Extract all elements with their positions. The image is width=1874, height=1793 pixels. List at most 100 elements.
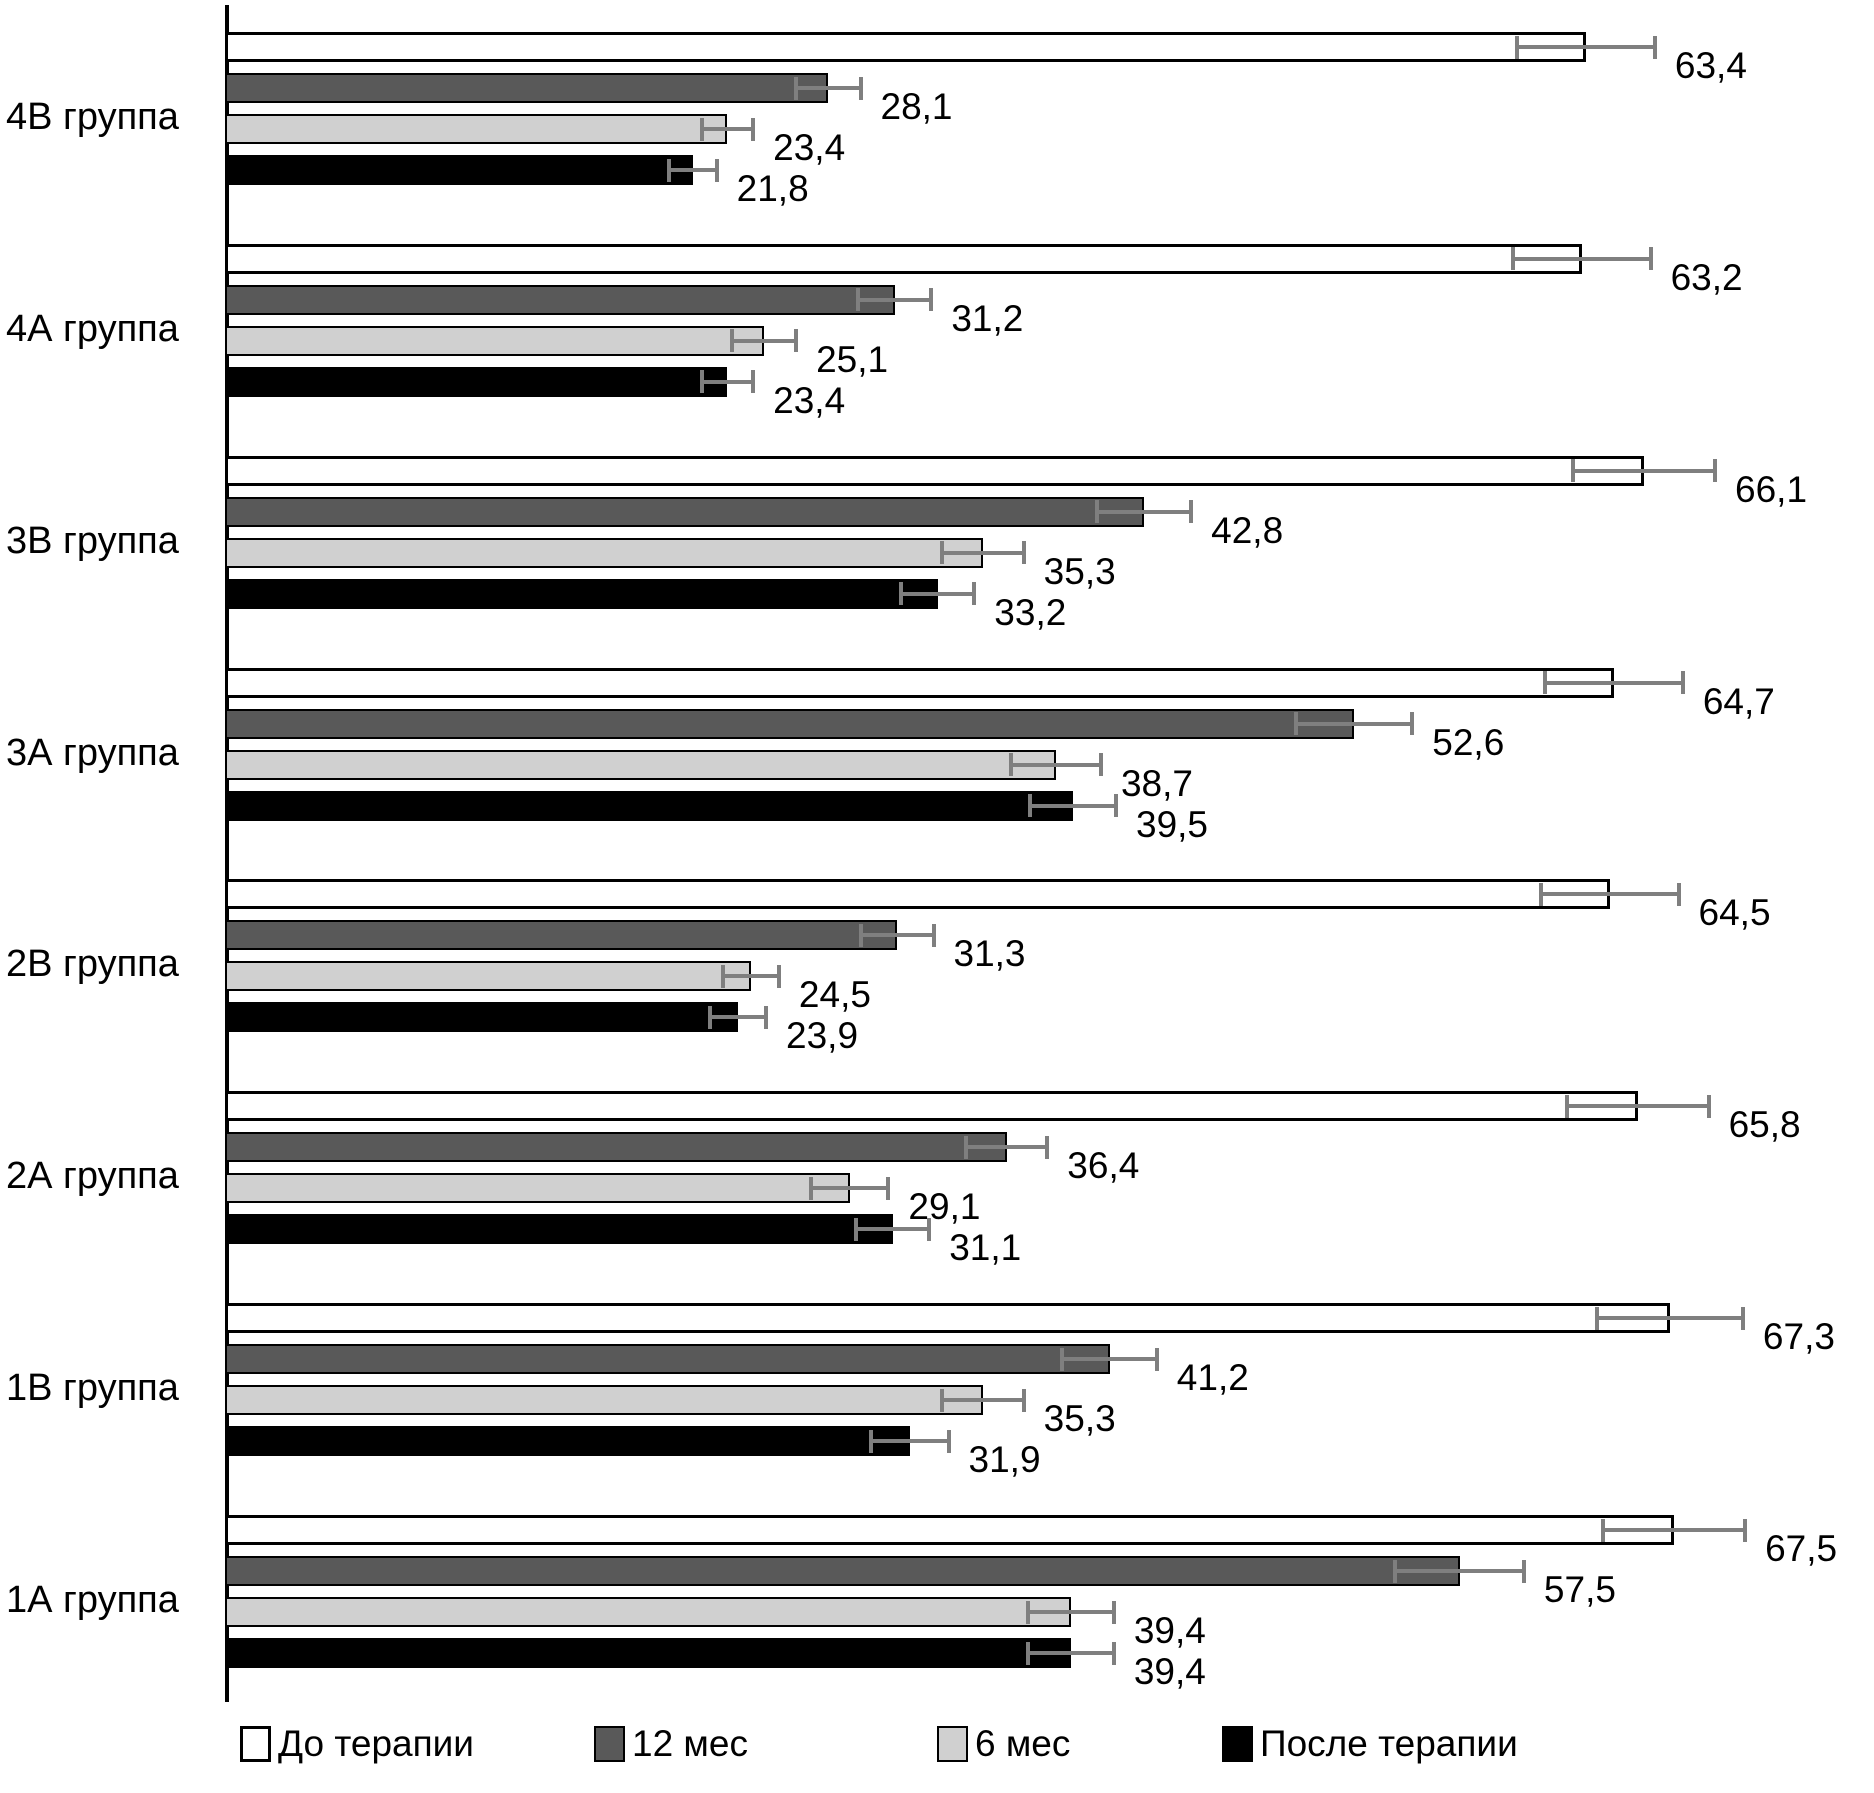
legend: До терапии 12 мес 6 мес После терапии: [0, 1722, 1874, 1782]
error-bar-line: [1027, 1610, 1114, 1615]
error-bar-cap-left: [1028, 794, 1033, 818]
error-bar-line: [1545, 680, 1683, 685]
value-label: 33,2: [994, 591, 1067, 633]
error-bar-cap-right: [1713, 459, 1718, 483]
error-bar-cap-right: [1111, 1641, 1116, 1665]
value-label: 63,2: [1670, 256, 1743, 298]
error-bar-cap-right: [764, 1005, 769, 1029]
bar: [225, 366, 728, 397]
error-bar-cap-left: [858, 923, 863, 947]
error-bar-line: [731, 338, 797, 343]
bar: [225, 73, 829, 103]
value-label: 28,1: [880, 86, 953, 127]
value-label: 25,1: [816, 338, 889, 380]
legend-swatch-posle-terapii: [1222, 1726, 1253, 1762]
error-bar-cap-right: [1521, 1559, 1526, 1583]
value-label: 39,5: [1136, 803, 1209, 845]
legend-label: 12 мес: [632, 1723, 748, 1764]
error-bar-cap-left: [854, 1217, 859, 1241]
error-bar-cap-right: [714, 158, 719, 182]
value-label: 35,3: [1043, 1398, 1116, 1440]
error-bar-cap-right: [886, 1176, 891, 1200]
bar: [225, 537, 983, 568]
legend-swatch-6-mes: [937, 1726, 968, 1762]
error-bar-cap-right: [1045, 1135, 1050, 1159]
bar: [225, 1002, 739, 1033]
value-label: 39,4: [1133, 1651, 1206, 1693]
error-bar-cap-left: [1515, 35, 1520, 59]
value-label: 31,3: [953, 933, 1026, 975]
category-label: 1В группа: [6, 1367, 179, 1410]
legend-item-6-mes: 6 мес: [937, 1722, 1070, 1766]
value-label: 64,7: [1702, 680, 1775, 722]
error-bar-cap-right: [1743, 1518, 1748, 1542]
error-bar-line: [1010, 762, 1101, 767]
value-label: 57,5: [1543, 1569, 1616, 1611]
error-bar-line: [723, 974, 779, 979]
category-label: 1А группа: [6, 1579, 179, 1622]
error-bar-line: [1296, 721, 1413, 726]
value-label: 42,8: [1211, 509, 1284, 551]
value-label: 31,2: [951, 297, 1024, 339]
bar: [225, 496, 1144, 527]
bar: [225, 114, 728, 144]
value-label: 23,9: [786, 1015, 859, 1057]
error-bar-line: [1030, 803, 1116, 808]
error-bar-cap-left: [721, 964, 726, 988]
value-label: 63,4: [1674, 45, 1747, 86]
value-label: 52,6: [1432, 721, 1505, 763]
error-bar-cap-left: [940, 1388, 945, 1412]
error-bar-line: [1027, 1651, 1114, 1656]
error-bar-cap-left: [856, 288, 861, 312]
error-bar-line: [1395, 1569, 1524, 1574]
error-bar-line: [1062, 1357, 1157, 1362]
value-label: 21,8: [736, 168, 809, 209]
error-bar-cap-left: [1511, 247, 1516, 271]
y-axis-line: [225, 5, 229, 1702]
error-bar-cap-right: [972, 582, 977, 606]
error-bar-cap-right: [1021, 1388, 1026, 1412]
bar: [225, 1515, 1675, 1546]
error-bar-cap-right: [776, 964, 781, 988]
error-bar-line: [965, 1145, 1048, 1150]
error-bar-cap-left: [1008, 753, 1013, 777]
error-bar-cap-right: [858, 76, 863, 100]
error-bar-cap-left: [794, 76, 799, 100]
error-bar-line: [1596, 1316, 1743, 1321]
bar: [225, 1303, 1670, 1334]
error-bar-cap-left: [699, 117, 704, 141]
bar: [225, 284, 895, 315]
value-label: 36,4: [1067, 1145, 1140, 1187]
error-bar-line: [796, 86, 861, 90]
error-bar-line: [858, 297, 932, 302]
error-bar-line: [871, 1439, 949, 1444]
error-bar-cap-right: [751, 370, 756, 394]
error-bar-line: [860, 933, 934, 938]
bar: [225, 1132, 1007, 1163]
error-bar-cap-right: [1680, 671, 1685, 695]
value-label: 67,3: [1762, 1316, 1835, 1358]
error-bar-line: [1541, 892, 1679, 897]
bar: [225, 1638, 1071, 1669]
value-label: 24,5: [798, 974, 871, 1016]
error-bar-cap-right: [794, 329, 799, 353]
error-bar-line: [1517, 45, 1655, 49]
error-bar-cap-right: [1676, 882, 1681, 906]
error-bar-cap-right: [1098, 753, 1103, 777]
error-bar-line: [942, 1398, 1024, 1403]
bar: [225, 243, 1582, 274]
error-bar-cap-left: [1539, 882, 1544, 906]
error-bar-cap-right: [1652, 35, 1657, 59]
error-bar-line: [701, 127, 754, 131]
bar: [225, 961, 751, 992]
category-label: 2В группа: [6, 943, 179, 986]
error-bar-line: [811, 1186, 889, 1191]
legend-label: 6 мес: [975, 1723, 1071, 1764]
error-bar-cap-left: [869, 1429, 874, 1453]
error-bar-cap-right: [1648, 247, 1653, 271]
error-bar-cap-left: [1564, 1094, 1569, 1118]
error-bar-cap-right: [946, 1429, 951, 1453]
error-bar-cap-left: [1601, 1518, 1606, 1542]
bar: [225, 155, 694, 185]
